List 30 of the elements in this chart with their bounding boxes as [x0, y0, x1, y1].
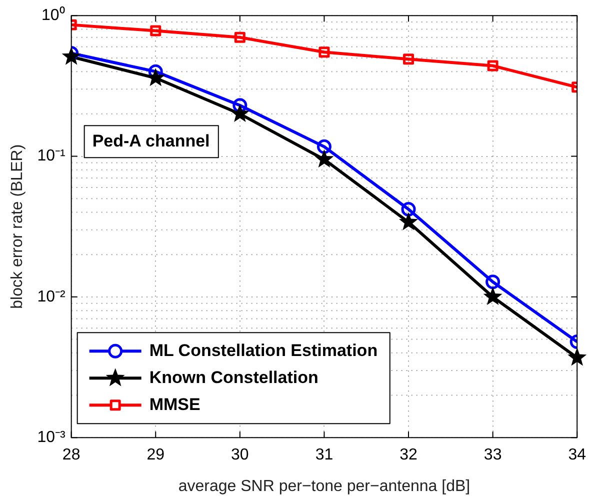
y-tick-label: 10⁻¹ — [37, 148, 66, 165]
y-tick-label: 10⁰ — [42, 6, 66, 24]
x-tick-label: 31 — [315, 446, 334, 464]
legend-label: Known Constellation — [149, 368, 318, 387]
point — [316, 139, 332, 154]
point — [483, 286, 502, 306]
x-tick-label: 32 — [400, 446, 418, 464]
point — [401, 202, 416, 217]
x-axis-title: average SNR per−tone per−antenna [dB] — [178, 478, 470, 495]
x-tick-label: 29 — [146, 446, 165, 464]
point — [318, 46, 330, 58]
point — [234, 32, 246, 43]
x-tick-label: 28 — [62, 446, 80, 464]
point — [487, 60, 498, 72]
x-tick-label: 33 — [484, 446, 502, 464]
x-tick-label: 30 — [231, 446, 249, 464]
y-axis-title: block error rate (BLER) — [9, 144, 26, 309]
point — [314, 149, 334, 168]
point — [486, 274, 500, 290]
annotation: Ped-A channel — [92, 131, 210, 150]
y-tick-label: 10⁻² — [37, 288, 66, 306]
y-tick-label: 10⁻³ — [37, 429, 66, 446]
point — [399, 212, 418, 230]
legend-label: ML Constellation Estimation — [149, 340, 378, 360]
point — [150, 25, 162, 36]
point — [146, 68, 166, 86]
legend-label: MMSE — [149, 394, 200, 414]
point — [230, 104, 250, 122]
x-tick-label: 34 — [568, 446, 586, 464]
point — [403, 54, 414, 65]
